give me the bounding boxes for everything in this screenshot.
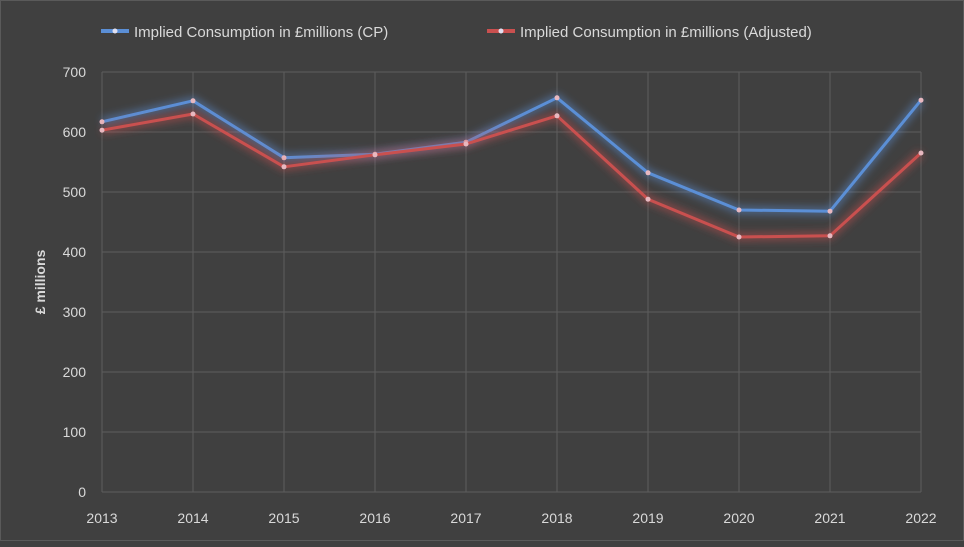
y-tick-label: 0: [78, 484, 86, 500]
y-tick-label: 500: [63, 184, 87, 200]
data-point: [190, 98, 196, 104]
series-line: [101, 96, 923, 213]
legend-label: Implied Consumption in £millions (Adjust…: [520, 24, 812, 41]
legend-marker: [498, 28, 504, 34]
data-point: [827, 233, 833, 239]
y-tick-label: 600: [63, 124, 87, 140]
x-tick-label: 2015: [268, 510, 299, 526]
y-tick-label: 700: [63, 64, 87, 80]
data-point: [281, 164, 287, 170]
x-tick-label: 2019: [632, 510, 663, 526]
series-glow: [101, 93, 925, 216]
data-point: [736, 234, 742, 240]
data-point: [554, 113, 560, 119]
x-tick-label: 2018: [541, 510, 572, 526]
x-tick-label: 2017: [450, 510, 481, 526]
legend-marker: [112, 28, 118, 34]
y-tick-label: 100: [63, 424, 87, 440]
y-tick-label: 400: [63, 244, 87, 260]
data-point: [918, 150, 924, 156]
data-point: [190, 111, 196, 117]
x-tick-label: 2013: [86, 510, 117, 526]
legend-label: Implied Consumption in £millions (CP): [134, 24, 388, 41]
x-tick-label: 2014: [177, 510, 208, 526]
data-point: [99, 127, 105, 133]
data-point: [554, 95, 560, 101]
series-line: [101, 112, 923, 239]
x-tick-label: 2022: [905, 510, 936, 526]
data-point: [918, 97, 924, 103]
data-point: [281, 155, 287, 161]
data-point: [827, 208, 833, 214]
y-tick-label: 300: [63, 304, 87, 320]
x-tick-label: 2016: [359, 510, 390, 526]
y-tick-label: 200: [63, 364, 87, 380]
x-tick-label: 2021: [814, 510, 845, 526]
data-point: [99, 119, 105, 125]
data-point: [736, 207, 742, 213]
data-point: [645, 196, 651, 202]
data-point: [463, 141, 469, 147]
x-tick-label: 2020: [723, 510, 754, 526]
data-point: [372, 152, 378, 158]
data-point: [645, 170, 651, 176]
y-axis-label: £ millions: [32, 250, 48, 315]
